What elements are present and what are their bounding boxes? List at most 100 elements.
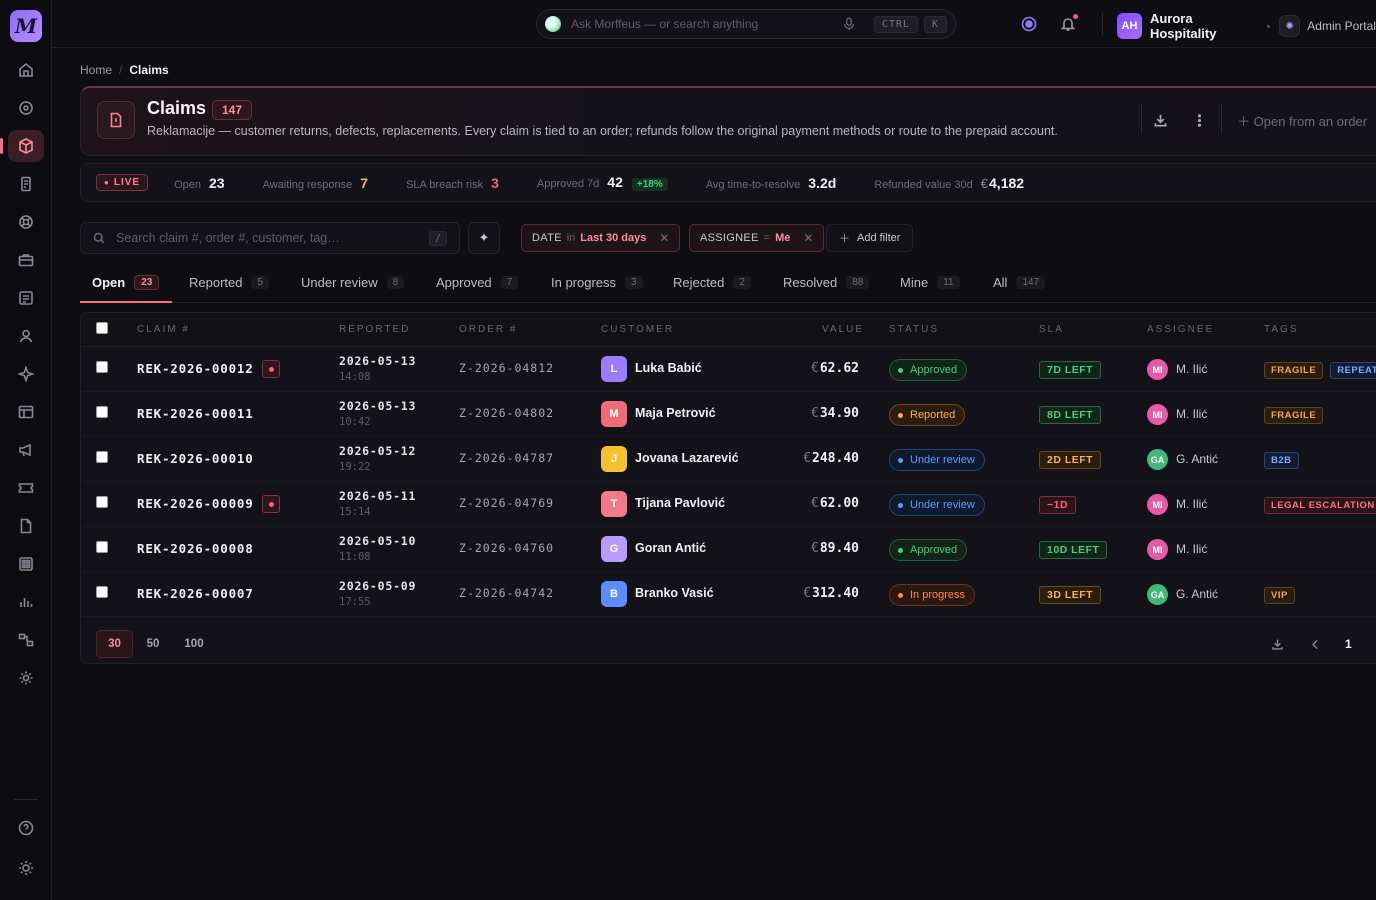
claim-number[interactable]: REK-2026-00011 [137,406,254,421]
claim-number[interactable]: REK-2026-00009 [137,496,254,511]
column-header-sla[interactable]: SLA [1039,324,1064,335]
table-row[interactable]: REK-2026-00007 2026-05-09 17:55 Z-2026-0474… [81,572,1376,617]
prev-page-chevron-icon[interactable] [1301,630,1329,658]
row-checkbox[interactable] [96,496,108,508]
column-header-claim[interactable]: CLAIM # [137,324,190,335]
page-size-50[interactable]: 50 [146,638,160,650]
order-number[interactable]: Z-2026-04787 [459,451,555,465]
user-icon[interactable] [14,324,38,348]
claims-search-input[interactable]: Search claim #, order #, customer, tag… … [80,222,460,254]
customer-name[interactable]: Luka Babić [635,361,702,375]
row-checkbox[interactable] [96,406,108,418]
ask-search-bar[interactable]: Ask Morffeus — or search anything CTRL K [536,9,956,39]
theme-sun-icon[interactable] [14,856,38,880]
customer-name[interactable]: Jovana Lazarević [635,451,739,465]
briefcase-icon[interactable] [14,248,38,272]
remove-chip-close-icon[interactable]: ✕ [803,231,814,245]
export-download-icon[interactable] [1263,630,1291,658]
workflow-icon[interactable] [14,628,38,652]
file-icon[interactable] [14,514,38,538]
column-header-status[interactable]: STATUS [889,324,939,335]
tab-resolved[interactable]: Resolved 88 [783,275,870,290]
table-row[interactable]: REK-2026-00008 2026-05-10 11:08 Z-2026-0476… [81,527,1376,572]
row-checkbox[interactable] [96,361,108,373]
claim-number[interactable]: REK-2026-00012 [137,361,254,376]
column-header-tags[interactable]: TAGS [1264,324,1299,335]
ai-filter-sparkle-icon[interactable]: ✦ [468,222,500,254]
breadcrumb-home[interactable]: Home [80,63,113,77]
customer-name[interactable]: Branko Vasić [635,586,714,600]
table-icon[interactable] [14,400,38,424]
tab-in-progress[interactable]: In progress 3 [551,275,643,290]
app-logo[interactable]: M [10,10,42,42]
assignee-name[interactable]: M. Ilić [1176,497,1208,511]
order-number[interactable]: Z-2026-04760 [459,541,555,555]
add-filter-button[interactable]: ＋ Add filter [826,224,914,252]
settings-icon[interactable] [14,666,38,690]
assignee-name[interactable]: M. Ilić [1176,407,1208,421]
assignee-name[interactable]: M. Ilić [1176,542,1208,556]
download-icon[interactable] [1148,108,1172,132]
table-row[interactable]: REK-2026-00009 2026-05-11 15:14 Z-2026-0476… [81,482,1376,527]
document-list-icon[interactable] [14,286,38,310]
column-header-customer[interactable]: CUSTOMER [601,324,675,335]
claim-number[interactable]: REK-2026-00008 [137,541,254,556]
page-size-100[interactable]: 100 [184,638,204,650]
tab-rejected[interactable]: Rejected 2 [673,275,751,290]
customer-name[interactable]: Tijana Pavlović [635,496,726,510]
order-number[interactable]: Z-2026-04742 [459,586,555,600]
microphone-icon[interactable] [842,17,856,31]
megaphone-icon[interactable] [14,438,38,462]
table-row[interactable]: REK-2026-00012 2026-05-13 14:08 Z-2026-0481… [81,347,1376,392]
tab-approved[interactable]: Approved 7 [436,275,519,290]
current-page-number[interactable]: 1 [1345,637,1352,651]
tab-all[interactable]: All 147 [993,275,1046,290]
home-icon[interactable] [14,58,38,82]
table-row[interactable]: REK-2026-00011 2026-05-13 10:42 Z-2026-0480… [81,392,1376,437]
order-number[interactable]: Z-2026-04769 [459,496,555,510]
row-checkbox[interactable] [96,451,108,463]
claims-box-icon[interactable] [0,130,44,162]
tab-mine[interactable]: Mine 11 [900,275,960,290]
bar-chart-icon[interactable] [14,590,38,614]
ticket-icon[interactable] [14,476,38,500]
filter-chip-date[interactable]: DATE in Last 30 days ✕ [521,224,681,252]
row-checkbox[interactable] [96,586,108,598]
column-header-value[interactable]: VALUE [822,324,865,335]
customer-name[interactable]: Maja Petrović [635,406,716,420]
table-row[interactable]: REK-2026-00010 2026-05-12 19:22 Z-2026-0478… [81,437,1376,482]
support-icon[interactable] [14,210,38,234]
column-header-assignee[interactable]: ASSIGNEE [1147,324,1215,335]
open-from-order-button[interactable]: ＋ Open from an order [1237,111,1367,130]
filter-chip-assignee[interactable]: ASSIGNEE = Me ✕ [689,224,825,252]
tag-badge: FRAGILE [1264,362,1324,379]
tab-reported[interactable]: Reported 5 [189,275,270,290]
topbar: Ask Morffeus — or search anything CTRL K… [52,0,1376,48]
receipt-icon[interactable] [14,172,38,196]
claim-number[interactable]: REK-2026-00010 [137,451,254,466]
notifications-bell-icon[interactable] [1056,12,1080,36]
column-header-order[interactable]: ORDER # [459,324,518,335]
grid-icon[interactable] [14,552,38,576]
tenant-switcher[interactable]: AH Aurora Hospitality ✺ Admin Portal [1117,11,1376,41]
sparkle-icon[interactable] [14,362,38,386]
customer-name[interactable]: Goran Antić [635,541,707,555]
help-icon[interactable] [14,816,38,840]
order-number[interactable]: Z-2026-04812 [459,361,555,375]
tab-under-review[interactable]: Under review 8 [301,275,405,290]
page-size-30[interactable]: 30 [96,630,133,658]
row-checkbox[interactable] [96,541,108,553]
claim-number[interactable]: REK-2026-00007 [137,586,254,601]
tab-open[interactable]: Open 23 [92,275,160,290]
assignee-name[interactable]: G. Antić [1176,452,1219,466]
select-all-checkbox[interactable] [96,322,108,334]
ai-assistant-icon[interactable] [1017,12,1041,36]
tab-count-badge: 8 [386,276,405,289]
remove-chip-close-icon[interactable]: ✕ [659,231,670,245]
order-number[interactable]: Z-2026-04802 [459,406,555,420]
assignee-name[interactable]: G. Antić [1176,587,1219,601]
assignee-name[interactable]: M. Ilić [1176,362,1208,376]
target-icon[interactable] [14,96,38,120]
column-header-reported[interactable]: REPORTED [339,324,411,335]
more-options-icon[interactable] [1187,108,1211,132]
